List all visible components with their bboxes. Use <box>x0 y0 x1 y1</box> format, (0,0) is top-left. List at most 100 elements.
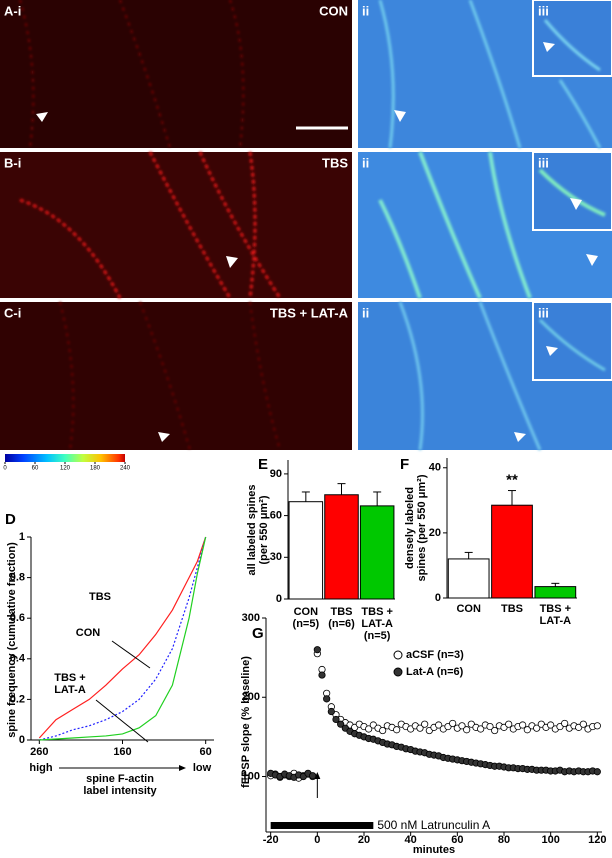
bar <box>447 558 490 599</box>
x-tick-label: CON <box>456 603 481 615</box>
series-label: CON <box>76 627 101 639</box>
treatment-bar <box>270 822 374 829</box>
data-point <box>309 772 317 780</box>
condition-label: TBS <box>322 155 348 170</box>
x-end-label: low <box>193 762 212 774</box>
colorbar-tick-label: 240 <box>120 466 131 472</box>
arrowhead <box>570 198 582 210</box>
panel-label: G <box>252 625 264 642</box>
data-point <box>593 722 601 730</box>
condition-label: CON <box>319 3 348 18</box>
data-point <box>533 724 541 732</box>
y-tick-label: 0.8 <box>10 572 25 584</box>
view-label: ii <box>362 3 369 18</box>
y-tick-label: 0.2 <box>10 693 25 705</box>
data-point <box>491 726 499 735</box>
y-tick-label: 30 <box>270 551 282 563</box>
data-point <box>477 725 485 733</box>
image-row-c: C-i TBS + LAT-A ii iii <box>0 301 612 451</box>
panel-label: F <box>400 456 409 473</box>
data-point <box>561 719 569 728</box>
view-label: iii <box>538 155 549 170</box>
red-image <box>0 152 352 298</box>
data-point <box>579 720 587 728</box>
x-tick-label: 120 <box>588 834 606 846</box>
data-point <box>416 724 424 732</box>
series-label: TBS + LAT-A <box>54 672 86 696</box>
view-label: iii <box>538 3 549 18</box>
arrowhead <box>394 110 406 122</box>
panel-label: D <box>5 511 16 528</box>
series-line <box>38 536 207 739</box>
red-image <box>0 0 352 148</box>
data-point <box>393 726 401 734</box>
y-tick-label: 1 <box>19 531 25 543</box>
view-label: ii <box>362 305 369 320</box>
data-point <box>486 722 494 731</box>
y-tick-label: 0.4 <box>10 653 26 665</box>
colorbar <box>5 454 125 462</box>
data-point <box>327 707 335 716</box>
legend-label: Lat-A (n=6) <box>406 666 464 678</box>
significance-label: ** <box>506 472 518 489</box>
colorbar-tick-label: 180 <box>90 466 101 472</box>
y-axis-label: densely labeledspines (per 550 μm²) <box>404 474 428 581</box>
x-tick-label: TBS <box>501 603 523 615</box>
data-point <box>313 646 321 654</box>
y-tick-label: 300 <box>242 612 260 624</box>
data-point <box>547 721 555 729</box>
x-axis-label: minutes <box>413 844 455 853</box>
data-point <box>323 695 331 703</box>
x-tick-label: 100 <box>541 834 559 846</box>
panel-label: E <box>258 456 268 473</box>
x-tick-label: 20 <box>358 834 370 846</box>
bar <box>534 586 577 599</box>
arrowhead <box>514 432 526 442</box>
series-line <box>39 536 207 741</box>
image-row-b: B-i TBS ii iii <box>0 151 612 299</box>
x-tick-label: TBS + LAT-A <box>540 603 572 627</box>
colorbar-tick-label: 0 <box>3 466 7 472</box>
data-point <box>505 720 513 728</box>
data-point <box>332 715 340 724</box>
legend-label: aCSF (n=3) <box>406 649 464 661</box>
x-tick-label: CON (n=5) <box>293 606 320 630</box>
data-point <box>365 725 373 733</box>
data-point <box>458 722 466 730</box>
bar <box>324 494 359 600</box>
x-axis-label: spine F-actin label intensity <box>83 773 157 797</box>
red-image <box>0 302 352 450</box>
panel-label: A-i <box>4 3 21 18</box>
y-tick-label: 60 <box>270 510 282 522</box>
data-point <box>379 726 387 735</box>
pointer <box>111 640 151 669</box>
series-line <box>39 536 207 741</box>
arrowhead <box>36 112 48 122</box>
arrowhead <box>586 254 598 266</box>
colorbar-tick-label: 60 <box>32 466 39 472</box>
data-point <box>519 721 527 729</box>
data-point <box>337 720 345 728</box>
data-point <box>318 671 326 679</box>
bar <box>491 504 533 599</box>
arrowhead <box>543 42 555 52</box>
image-row-a: A-i CON ii iii <box>0 0 612 149</box>
x-tick-label: TBS + LAT-A (n=5) <box>361 606 393 642</box>
bar <box>359 505 395 600</box>
data-point <box>523 726 531 734</box>
x-tick-label: 0 <box>314 834 320 846</box>
y-axis-label: spine frequency (cumulative fraction) <box>6 542 18 738</box>
data-point <box>421 720 429 728</box>
x-tick-label: 260 <box>30 746 48 758</box>
x-end-label: high <box>29 762 52 774</box>
data-point <box>593 768 601 776</box>
inset <box>532 151 612 231</box>
x-tick-label: -20 <box>263 834 279 846</box>
pointer <box>95 699 149 743</box>
inset <box>532 0 612 77</box>
series-label: TBS <box>89 591 111 603</box>
y-tick-label: 200 <box>242 691 260 703</box>
y-tick-label: 0 <box>276 593 282 605</box>
view-label: iii <box>538 305 549 320</box>
